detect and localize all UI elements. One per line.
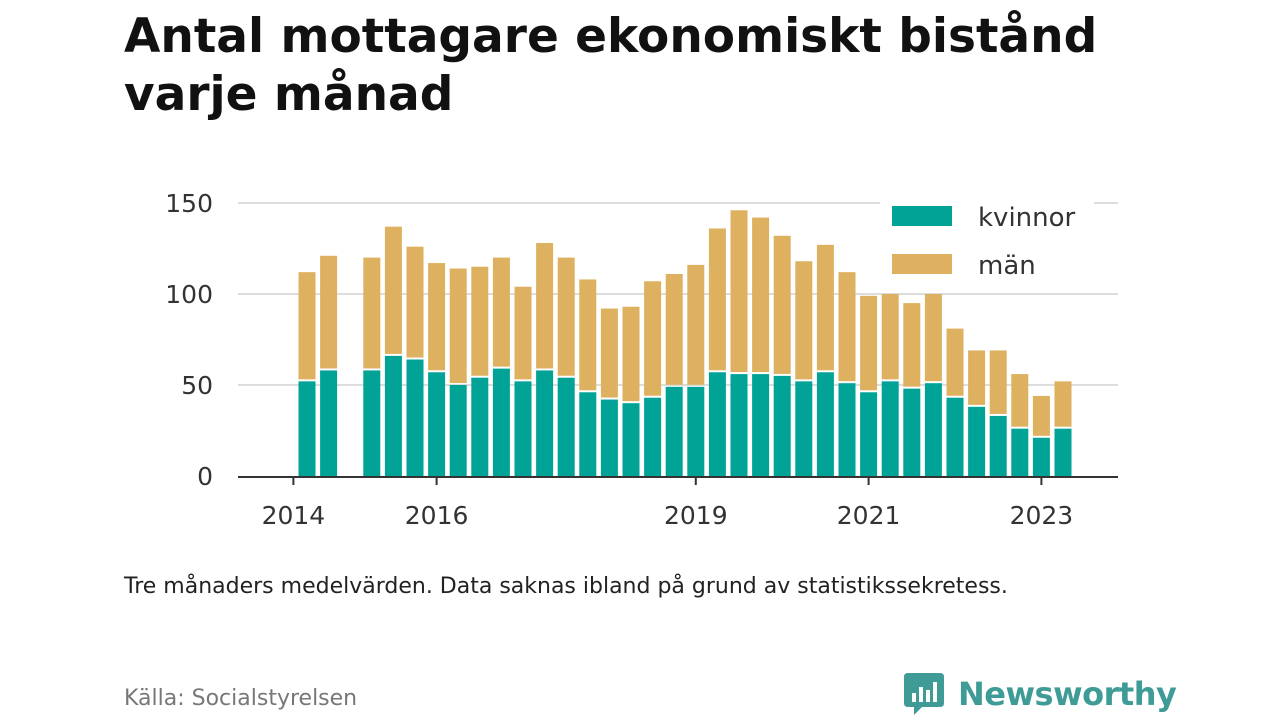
bar-kvinnor: [924, 383, 942, 476]
bar-kvinnor: [1011, 428, 1029, 476]
bar-man: [579, 279, 597, 391]
bar-kvinnor: [428, 372, 446, 476]
bar-kvinnor: [946, 397, 964, 476]
chart: 0 50 100 150 2014 2016 2019 2021 2023 kvinnor män: [165, 189, 1118, 530]
bar-man: [989, 350, 1007, 414]
bar-man: [557, 257, 575, 376]
bar-kvinnor: [903, 388, 921, 476]
bar-kvinnor: [536, 370, 554, 476]
legend-label-man: män: [978, 251, 1036, 281]
bar-kvinnor: [665, 386, 683, 476]
bar-man: [600, 308, 618, 398]
bar-kvinnor: [773, 375, 791, 476]
bar-man: [773, 235, 791, 374]
bar-man: [428, 263, 446, 371]
brand-logo[interactable]: Newsworthy: [902, 670, 1177, 718]
bar-man: [514, 286, 532, 380]
bar-man: [1054, 381, 1072, 427]
bar-kvinnor: [644, 397, 662, 476]
axes: 0 50 100 150 2014 2016 2019 2021 2023: [165, 189, 1118, 530]
bar-kvinnor: [752, 374, 770, 476]
bar-kvinnor: [816, 372, 834, 476]
bar-man: [708, 228, 726, 371]
y-tick-label: 50: [181, 371, 213, 400]
bar-kvinnor: [298, 381, 316, 476]
y-tick-label: 150: [165, 189, 213, 218]
bar-man: [795, 261, 813, 380]
source-text: Källa: Socialstyrelsen: [124, 686, 358, 711]
bar-kvinnor: [1054, 428, 1072, 476]
bar-man: [320, 255, 338, 369]
bar-chart-bubble-icon: [904, 673, 944, 715]
bar-kvinnor: [579, 392, 597, 476]
bars: [298, 210, 1072, 476]
bar-man: [363, 257, 381, 369]
bar-kvinnor: [471, 377, 489, 476]
bar-man: [816, 244, 834, 371]
bar-man: [298, 272, 316, 380]
x-tick-label: 2014: [262, 501, 326, 530]
bar-man: [860, 295, 878, 391]
bar-man: [838, 272, 856, 382]
y-tick-label: 0: [197, 462, 213, 491]
legend-swatch-kvinnor: [892, 206, 952, 226]
bar-man: [471, 266, 489, 376]
bar-kvinnor: [708, 372, 726, 476]
bar-man: [903, 303, 921, 387]
bar-kvinnor: [1032, 437, 1050, 476]
chart-title: Antal mottagare ekonomiskt bistånd varje…: [124, 9, 1098, 122]
bar-man: [449, 268, 467, 383]
bar-kvinnor: [600, 399, 618, 476]
x-tick-label: 2021: [837, 501, 901, 530]
bar-kvinnor: [730, 374, 748, 476]
bar-man: [1032, 395, 1050, 436]
x-tick-label: 2016: [405, 501, 469, 530]
legend: kvinnor män: [880, 190, 1094, 290]
bar-man: [752, 217, 770, 373]
bar-man: [881, 294, 899, 380]
bar-kvinnor: [838, 383, 856, 476]
bar-kvinnor: [989, 415, 1007, 476]
bar-kvinnor: [363, 370, 381, 476]
bar-kvinnor: [622, 403, 640, 476]
bar-man: [687, 264, 705, 385]
brand-name: Newsworthy: [958, 675, 1177, 713]
bar-kvinnor: [492, 368, 510, 476]
bar-kvinnor: [687, 386, 705, 476]
y-tick-label: 100: [165, 280, 213, 309]
bar-kvinnor: [881, 381, 899, 476]
bar-kvinnor: [514, 381, 532, 476]
bar-man: [492, 257, 510, 367]
bar-man: [406, 246, 424, 358]
legend-label-kvinnor: kvinnor: [978, 203, 1076, 233]
bar-man: [968, 350, 986, 405]
bar-man: [384, 226, 402, 354]
legend-swatch-man: [892, 254, 952, 274]
bar-man: [1011, 374, 1029, 427]
bar-man: [644, 281, 662, 396]
bar-kvinnor: [557, 377, 575, 476]
bar-kvinnor: [449, 385, 467, 476]
chart-note: Tre månaders medelvärden. Data saknas ib…: [124, 574, 1008, 599]
bar-kvinnor: [384, 355, 402, 476]
bar-man: [622, 306, 640, 402]
bar-kvinnor: [795, 381, 813, 476]
bar-man: [730, 210, 748, 373]
bar-kvinnor: [406, 359, 424, 476]
bar-man: [946, 328, 964, 396]
x-tick-label: 2019: [664, 501, 728, 530]
x-tick-label: 2023: [1010, 501, 1074, 530]
bar-man: [536, 243, 554, 369]
bar-man: [924, 294, 942, 382]
bar-man: [665, 273, 683, 385]
bar-kvinnor: [320, 370, 338, 476]
bar-kvinnor: [860, 392, 878, 476]
bar-kvinnor: [968, 406, 986, 476]
